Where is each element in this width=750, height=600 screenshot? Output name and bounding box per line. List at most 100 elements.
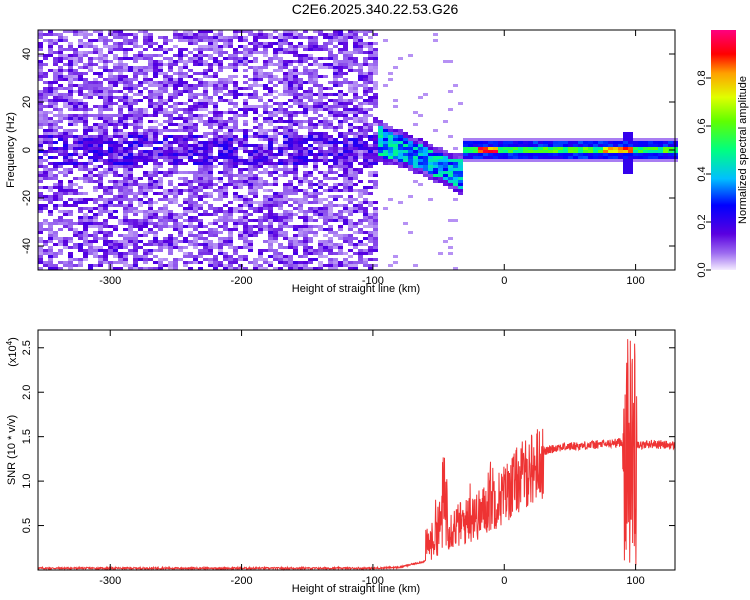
heatmap-cell (233, 90, 238, 93)
heatmap-cell (323, 87, 328, 90)
heatmap-cell (218, 249, 223, 252)
heatmap-cell (258, 228, 263, 231)
heatmap-cell (283, 144, 288, 147)
heatmap-cell (163, 75, 168, 78)
heatmap-cell (663, 141, 668, 144)
heatmap-cell (108, 99, 113, 102)
heatmap-cell (53, 147, 58, 150)
heatmap-cell (318, 225, 323, 228)
heatmap-cell (193, 93, 198, 96)
heatmap-cell (368, 258, 373, 261)
heatmap-cell (83, 219, 88, 222)
heatmap-cell (213, 228, 218, 231)
heatmap-cell (363, 129, 368, 132)
heatmap-cell (118, 165, 123, 168)
heatmap-cell (68, 261, 73, 264)
heatmap-cell (293, 159, 298, 162)
heatmap-cell (353, 69, 358, 72)
heatmap-cell (38, 93, 43, 96)
heatmap-cell (648, 159, 653, 162)
heatmap-cell (98, 156, 103, 159)
heatmap-cell (358, 141, 363, 144)
heatmap-cell (303, 177, 308, 180)
heatmap-cell (313, 210, 318, 213)
heatmap-cell (108, 261, 113, 264)
heatmap-cell (278, 126, 283, 129)
heatmap-cell (48, 81, 53, 84)
heatmap-cell (173, 123, 178, 126)
heatmap-cell (348, 201, 353, 204)
heatmap-cell (228, 93, 233, 96)
heatmap-cell (618, 138, 623, 141)
heatmap-cell (163, 264, 168, 267)
heatmap-cell (393, 138, 398, 141)
heatmap-cell (438, 252, 443, 255)
heatmap-cell (233, 135, 238, 138)
heatmap-cell (223, 225, 228, 228)
heatmap-cell (653, 141, 658, 144)
heatmap-cell (93, 81, 98, 84)
heatmap-cell (518, 159, 523, 162)
heatmap-cell (643, 156, 648, 159)
heatmap-cell (38, 147, 43, 150)
heatmap-cell (553, 156, 558, 159)
heatmap-cell (163, 213, 168, 216)
heatmap-cell (53, 57, 58, 60)
heatmap-cell (238, 198, 243, 201)
heatmap-cell (88, 174, 93, 177)
heatmap-cell (238, 87, 243, 90)
heatmap-cell (308, 126, 313, 129)
heatmap-cell (348, 162, 353, 165)
heatmap-cell (248, 240, 253, 243)
heatmap-cell (58, 261, 63, 264)
heatmap-cell (328, 207, 333, 210)
heatmap-cell (258, 75, 263, 78)
heatmap-cell (183, 120, 188, 123)
heatmap-cell (313, 117, 318, 120)
heatmap-cell (288, 132, 293, 135)
heatmap-cell (283, 42, 288, 45)
heatmap-cell (498, 144, 503, 147)
heatmap-cell (443, 177, 448, 180)
heatmap-cell (468, 141, 473, 144)
heatmap-cell (448, 162, 453, 165)
heatmap-cell (213, 243, 218, 246)
heatmap-cell (113, 240, 118, 243)
heatmap-cell (323, 156, 328, 159)
heatmap-cell (233, 252, 238, 255)
heatmap-cell (308, 78, 313, 81)
heatmap-cell (503, 144, 508, 147)
heatmap-cell (73, 147, 78, 150)
heatmap-cell (373, 225, 378, 228)
heatmap-cell (373, 117, 378, 120)
heatmap-cell (328, 171, 333, 174)
heatmap-cell (323, 174, 328, 177)
heatmap-cell (53, 168, 58, 171)
heatmap-cell (163, 84, 168, 87)
heatmap-cell (173, 108, 178, 111)
heatmap-cell (268, 216, 273, 219)
heatmap-cell (158, 240, 163, 243)
heatmap-cell (293, 171, 298, 174)
heatmap-cell (358, 195, 363, 198)
heatmap-cell (283, 195, 288, 198)
x-tick-label: -200 (231, 275, 253, 287)
heatmap-cell (153, 105, 158, 108)
heatmap-cell (243, 114, 248, 117)
heatmap-cell (238, 114, 243, 117)
heatmap-cell (158, 45, 163, 48)
heatmap-cell (378, 123, 383, 126)
heatmap-cell (313, 153, 318, 156)
heatmap-cell (163, 39, 168, 42)
heatmap-cell (193, 162, 198, 165)
heatmap-cell (343, 171, 348, 174)
heatmap-cell (163, 198, 168, 201)
heatmap-cell (228, 81, 233, 84)
heatmap-cell (203, 195, 208, 198)
heatmap-cell (348, 219, 353, 222)
heatmap-cell (53, 108, 58, 111)
heatmap-cell (88, 177, 93, 180)
heatmap-cell (128, 147, 133, 150)
heatmap-cell (188, 198, 193, 201)
heatmap-cell (188, 129, 193, 132)
